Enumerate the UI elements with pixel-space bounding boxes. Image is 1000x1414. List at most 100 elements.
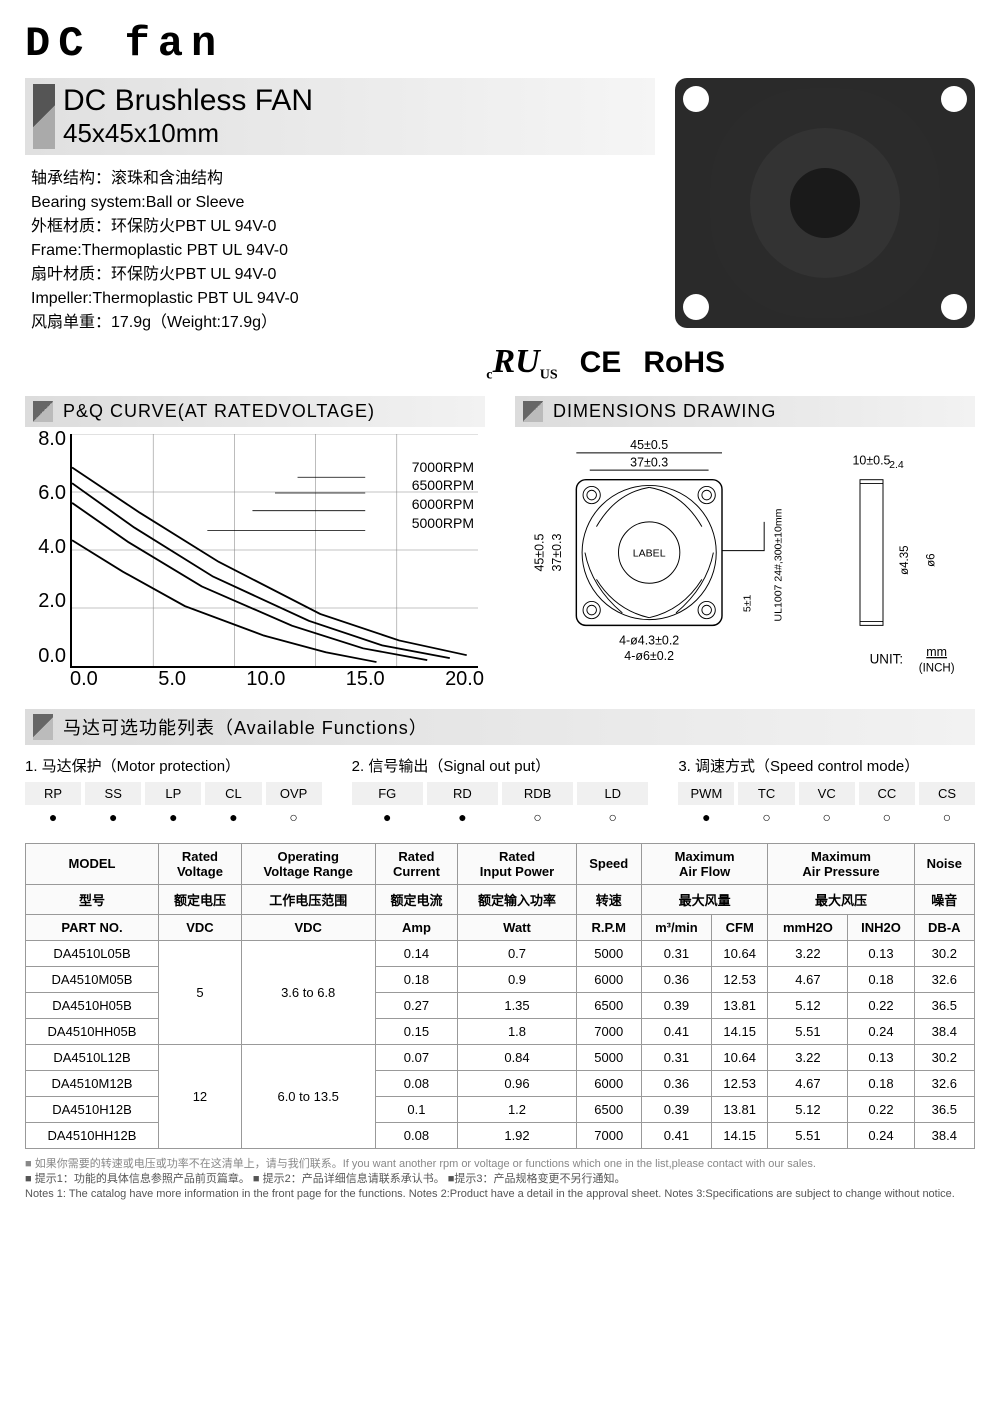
- table-cell: 3.22: [768, 1044, 848, 1070]
- x-tick: 20.0: [445, 668, 484, 696]
- table-cell: 0.22: [848, 1096, 914, 1122]
- function-dot: ○: [502, 805, 573, 829]
- svg-text:UNIT:: UNIT:: [870, 651, 904, 666]
- note-line: ■ 提示1：功能的具体信息参照产品前页篇章。 ■ 提示2：产品详细信息请联系承认…: [25, 1172, 975, 1187]
- function-group: 3. 调速方式（Speed control mode） PWMTCVCCCCS …: [678, 755, 975, 829]
- table-cell: 0.96: [458, 1070, 576, 1096]
- th-cn: 额定电流: [375, 884, 458, 914]
- th-cn: 型号: [26, 884, 159, 914]
- th-cn: 噪音: [914, 884, 974, 914]
- th-cn: 最大风量: [641, 884, 768, 914]
- function-col: CL: [205, 782, 261, 805]
- th-cn: 转速: [576, 884, 641, 914]
- spec-line: Impeller:Thermoplastic PBT UL 94V-0: [31, 287, 655, 311]
- table-cell: 10.64: [711, 1044, 767, 1070]
- table-cell: DA4510M12B: [26, 1070, 159, 1096]
- table-cell: 38.4: [914, 1018, 974, 1044]
- table-cell: 14.15: [711, 1018, 767, 1044]
- function-dot: ●: [85, 805, 141, 829]
- x-tick: 15.0: [346, 668, 385, 696]
- table-cell: 12: [159, 1044, 242, 1148]
- table-cell: DA4510HH12B: [26, 1122, 159, 1148]
- function-col: OVP: [266, 782, 322, 805]
- table-cell: 0.24: [848, 1122, 914, 1148]
- table-cell: 6000: [576, 966, 641, 992]
- table-cell: 5.51: [768, 1018, 848, 1044]
- spec-line: 外框材质：环保防火PBT UL 94V-0: [31, 215, 655, 239]
- function-col: TC: [738, 782, 794, 805]
- table-cell: 5000: [576, 1044, 641, 1070]
- function-title: 1. 马达保护（Motor protection）: [25, 755, 322, 776]
- table-cell: 36.5: [914, 1096, 974, 1122]
- svg-text:ø6: ø6: [926, 553, 938, 566]
- table-cell: 0.31: [641, 940, 711, 966]
- svg-text:UL1007 24#,300±10mm: UL1007 24#,300±10mm: [772, 508, 784, 621]
- function-dot: ○: [919, 805, 975, 829]
- svg-text:2.4: 2.4: [889, 459, 904, 471]
- svg-text:37±0.3: 37±0.3: [630, 455, 668, 469]
- table-cell: 36.5: [914, 992, 974, 1018]
- function-col: LD: [577, 782, 648, 805]
- product-title: DC Brushless FAN: [63, 84, 645, 118]
- function-dot: ○: [738, 805, 794, 829]
- function-dot: ○: [577, 805, 648, 829]
- th-unit: Amp: [375, 914, 458, 940]
- table-cell: 0.24: [848, 1018, 914, 1044]
- table-cell: 7000: [576, 1018, 641, 1044]
- table-cell: 0.9: [458, 966, 576, 992]
- table-cell: 0.39: [641, 992, 711, 1018]
- table-cell: 1.92: [458, 1122, 576, 1148]
- rpm-label: 6500RPM: [412, 476, 474, 495]
- function-dot: ●: [678, 805, 734, 829]
- th-unit: mmH2O: [768, 914, 848, 940]
- y-tick: 4.0: [26, 536, 66, 559]
- table-cell: 14.15: [711, 1122, 767, 1148]
- y-tick: 8.0: [26, 428, 66, 451]
- th-unit: DB-A: [914, 914, 974, 940]
- th-unit: m³/min: [641, 914, 711, 940]
- table-cell: 32.6: [914, 1070, 974, 1096]
- th-unit: VDC: [159, 914, 242, 940]
- table-row: DA4510L05B53.6 to 6.80.140.750000.3110.6…: [26, 940, 975, 966]
- table-cell: 0.41: [641, 1122, 711, 1148]
- th-unit: PART NO.: [26, 914, 159, 940]
- function-col: RDB: [502, 782, 573, 805]
- table-cell: 6.0 to 13.5: [241, 1044, 375, 1148]
- th-cn: 工作电压范围: [241, 884, 375, 914]
- function-col: PWM: [678, 782, 734, 805]
- page-title: DC fan: [25, 20, 975, 68]
- note-line: ■ 如果你需要的转速或电压或功率不在这清单上，请与我们联系。If you wan…: [25, 1157, 975, 1172]
- spec-line: 扇叶材质：环保防火PBT UL 94V-0: [31, 263, 655, 287]
- table-cell: 12.53: [711, 1070, 767, 1096]
- svg-text:LABEL: LABEL: [633, 547, 666, 559]
- function-dot: ●: [427, 805, 498, 829]
- th-en: MODEL: [26, 843, 159, 884]
- function-dot: ○: [859, 805, 915, 829]
- function-dot: ●: [25, 805, 81, 829]
- table-cell: 6000: [576, 1070, 641, 1096]
- rohs-mark: RoHS: [643, 346, 725, 380]
- th-en: RatedVoltage: [159, 843, 242, 884]
- function-col: SS: [85, 782, 141, 805]
- table-cell: 7000: [576, 1122, 641, 1148]
- table-cell: 5.12: [768, 1096, 848, 1122]
- table-cell: 6500: [576, 1096, 641, 1122]
- table-cell: 30.2: [914, 940, 974, 966]
- table-cell: 0.39: [641, 1096, 711, 1122]
- th-en: OperatingVoltage Range: [241, 843, 375, 884]
- table-cell: DA4510M05B: [26, 966, 159, 992]
- table-cell: 5.51: [768, 1122, 848, 1148]
- table-cell: 0.36: [641, 1070, 711, 1096]
- table-cell: 5.12: [768, 992, 848, 1018]
- table-cell: 0.41: [641, 1018, 711, 1044]
- spec-table: MODELRatedVoltageOperatingVoltage Range R…: [25, 843, 975, 1149]
- function-dot: ●: [352, 805, 423, 829]
- dimensions-drawing: 45±0.5 37±0.3 LABEL 45±0.5 37±0.3: [515, 427, 975, 697]
- th-en: RatedInput Power: [458, 843, 576, 884]
- svg-text:45±0.5: 45±0.5: [630, 438, 668, 452]
- function-group: 1. 马达保护（Motor protection） RPSSLPCLOVP ●●…: [25, 755, 322, 829]
- footnotes: ■ 如果你需要的转速或电压或功率不在这清单上，请与我们联系。If you wan…: [25, 1157, 975, 1203]
- rpm-label: 6000RPM: [412, 495, 474, 514]
- spec-list: 轴承结构：滚珠和含油结构Bearing system:Ball or Sleev…: [25, 167, 655, 335]
- svg-text:10±0.5: 10±0.5: [853, 453, 891, 467]
